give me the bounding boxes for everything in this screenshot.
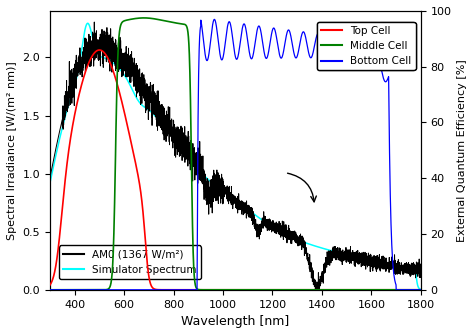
Legend: Top Cell, Middle Cell, Bottom Cell: Top Cell, Middle Cell, Bottom Cell (317, 22, 416, 70)
Legend: AM0 (1367 W/m²), Simulator Spectrum: AM0 (1367 W/m²), Simulator Spectrum (59, 246, 201, 279)
Y-axis label: External Quantum Efficiency [%]: External Quantum Efficiency [%] (457, 59, 467, 242)
X-axis label: Wavelength [nm]: Wavelength [nm] (181, 315, 290, 328)
Y-axis label: Spectral Irradiance [W/(m² nm)]: Spectral Irradiance [W/(m² nm)] (7, 61, 17, 240)
